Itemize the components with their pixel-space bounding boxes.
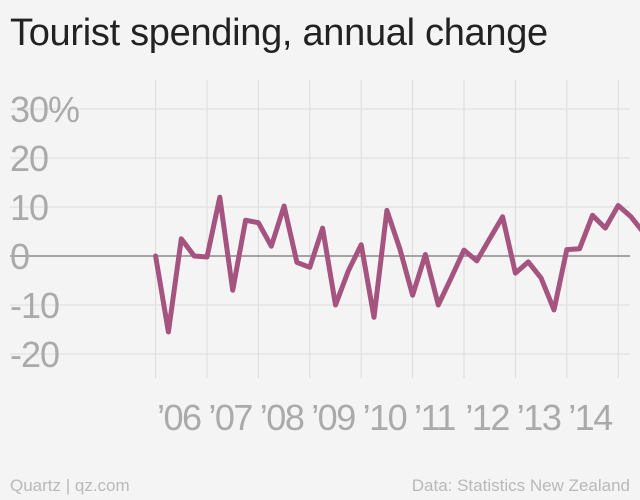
y-tick-label: 30% (10, 89, 79, 130)
y-tick-label: 10 (10, 187, 48, 228)
x-tick-label: ’11 (414, 397, 455, 438)
x-tick-label: ’12 (465, 397, 509, 438)
y-tick-label: 0 (10, 236, 29, 277)
series-line (153, 194, 640, 335)
x-tick-label: ’13 (517, 397, 561, 438)
x-tick-label: ’10 (363, 397, 407, 438)
x-tick-label: ’07 (208, 397, 252, 438)
x-tick-label: ’14 (568, 397, 612, 438)
axis-layer: 30% 20 10 0 -10 -20 ’06’07’08’09’10’11’12’13’1… (10, 89, 614, 438)
y-tick-label: -10 (10, 285, 59, 326)
x-tick-label: ’06 (157, 397, 201, 438)
y-tick-label: 20 (10, 138, 48, 179)
footer-source: Data: Statistics New Zealand (411, 476, 630, 495)
series-layer (153, 194, 640, 335)
footer-credit: Quartz | qz.com (10, 476, 130, 495)
x-tick-label: ’08 (260, 397, 304, 438)
y-tick-label: -20 (10, 334, 59, 375)
chart-title: Tourist spending, annual change (10, 12, 548, 54)
grid-layer (10, 80, 630, 378)
x-tick-label: ’09 (311, 397, 355, 438)
